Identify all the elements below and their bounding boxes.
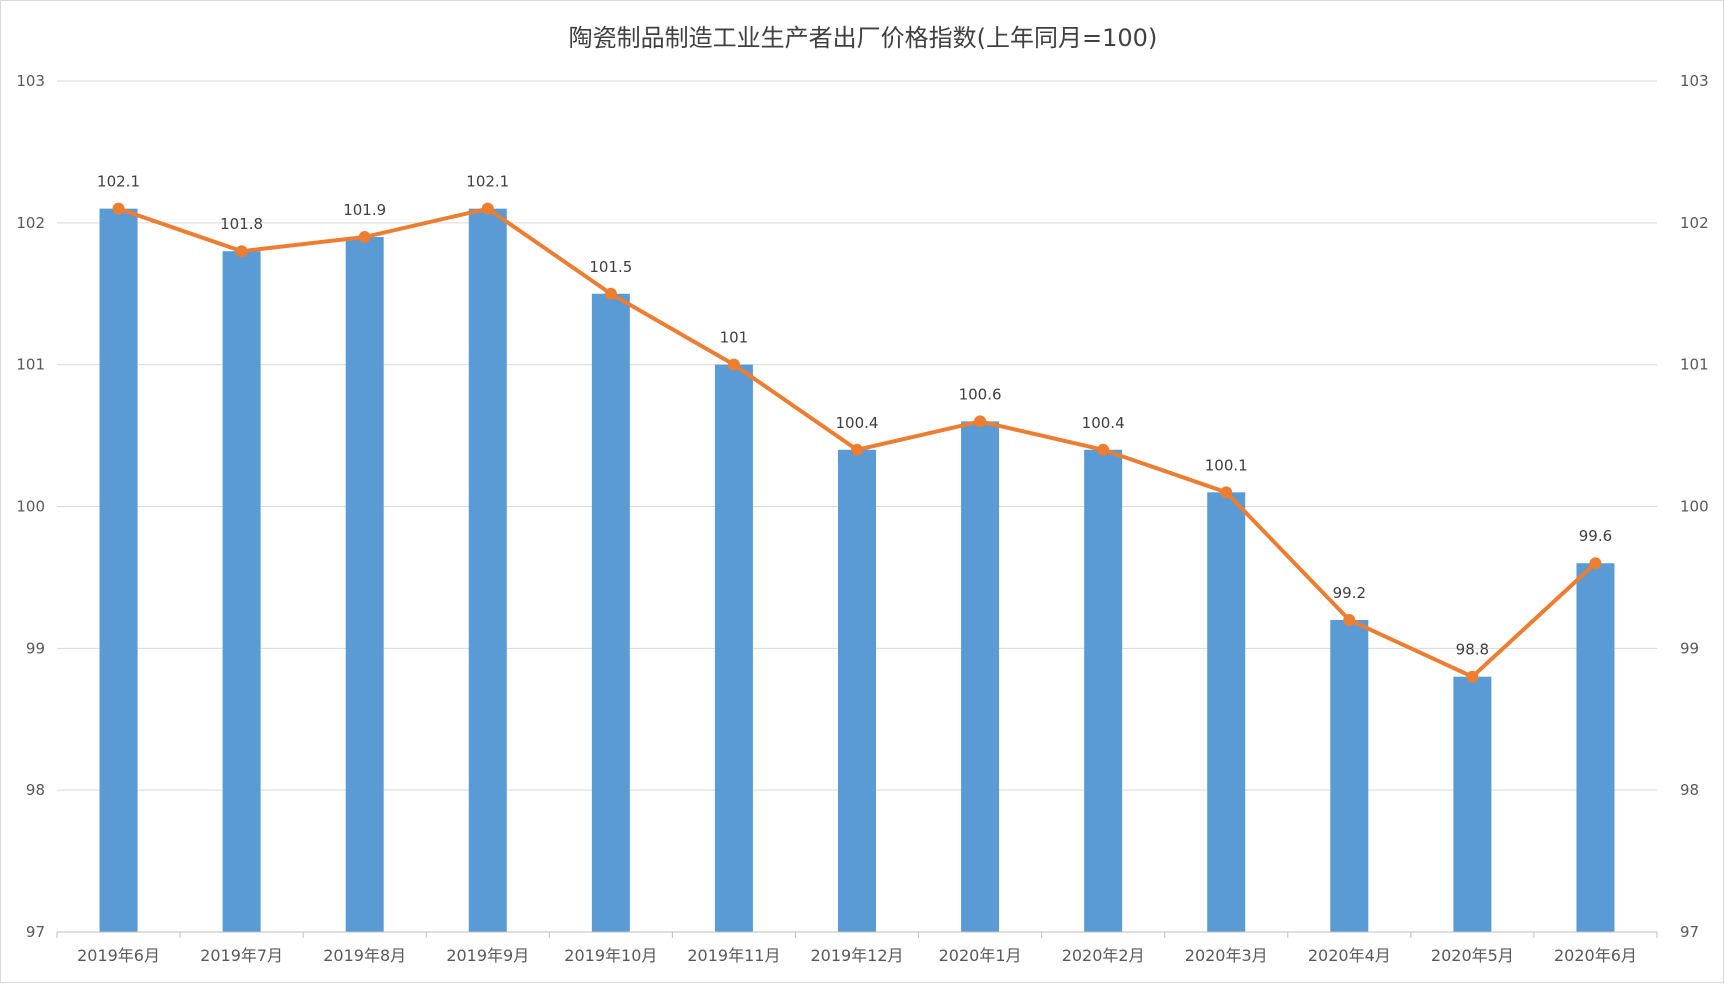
data-label: 101.8 xyxy=(220,215,263,233)
data-label: 102.1 xyxy=(97,173,140,191)
line-point xyxy=(851,443,863,456)
line-point xyxy=(1220,486,1233,499)
data-label: 98.8 xyxy=(1456,641,1489,659)
x-tick-label: 2019年9月 xyxy=(446,946,529,965)
bar xyxy=(1576,563,1615,932)
secondary-y-tick-label: 99 xyxy=(1680,639,1699,657)
chart-title: 陶瓷制品制造工业生产者出厂价格指数(上年同月=100) xyxy=(569,24,1158,52)
bar xyxy=(838,449,876,932)
line-point xyxy=(235,245,248,258)
bar xyxy=(468,208,507,932)
y-tick-label: 98 xyxy=(26,781,45,799)
x-tick-label: 2019年6月 xyxy=(77,946,160,965)
line-point xyxy=(727,358,740,371)
line-series xyxy=(112,202,1602,683)
secondary-y-tick-label: 100 xyxy=(1680,498,1709,516)
x-tick-label: 2020年6月 xyxy=(1554,946,1637,965)
data-label: 101 xyxy=(720,329,749,347)
data-labels: 102.1 101.8 101.9 102.1 101.5 101 100.4 100.6 10… xyxy=(97,173,1612,659)
bar xyxy=(222,251,261,932)
y-tick-label: 100 xyxy=(16,498,45,516)
line-point xyxy=(1589,557,1602,570)
line-point xyxy=(112,202,125,215)
data-label: 100.4 xyxy=(836,414,879,432)
data-label: 99.6 xyxy=(1579,527,1612,545)
secondary-y-tick-label: 97 xyxy=(1680,923,1699,941)
x-tick-label: 2019年12月 xyxy=(810,946,903,965)
x-tick-label: 2019年10月 xyxy=(564,946,657,965)
secondary-y-tick-label: 101 xyxy=(1680,356,1709,374)
left-y-axis: 97 98 99 100 101 102 103 xyxy=(16,72,45,941)
line-point xyxy=(481,202,494,215)
bar xyxy=(591,293,630,932)
right-y-axis: 97 98 99 100 101 102 103 xyxy=(1680,72,1709,941)
line-point xyxy=(974,415,987,428)
line-point xyxy=(604,287,617,300)
y-tick-label: 103 xyxy=(16,72,45,90)
y-tick-label: 101 xyxy=(16,356,45,374)
data-label: 99.2 xyxy=(1333,584,1366,602)
bar xyxy=(99,208,138,932)
x-tick-label: 2020年5月 xyxy=(1431,946,1514,965)
data-label: 100.4 xyxy=(1082,414,1125,432)
secondary-y-tick-label: 102 xyxy=(1680,214,1709,232)
x-tick-label: 2020年3月 xyxy=(1185,946,1268,965)
line-point xyxy=(1466,670,1479,683)
bar xyxy=(1330,619,1369,932)
line-point xyxy=(1097,443,1110,456)
x-tick-label: 2019年7月 xyxy=(200,946,283,965)
x-tick-label: 2019年11月 xyxy=(687,946,780,965)
x-tick-label: 2020年2月 xyxy=(1062,946,1145,965)
data-label: 101.9 xyxy=(343,201,386,219)
secondary-y-tick-label: 103 xyxy=(1680,72,1709,90)
x-axis: 2019年6月 2019年7月 2019年8月 2019年9月 2019年10月 2019… xyxy=(56,931,1658,965)
x-tick-label: 2020年4月 xyxy=(1308,946,1391,965)
line-point xyxy=(1343,613,1356,626)
x-tick-label: 2020年1月 xyxy=(939,946,1022,965)
line-point xyxy=(358,231,371,244)
y-tick-label: 97 xyxy=(26,923,45,941)
y-tick-label: 99 xyxy=(26,639,45,657)
bar xyxy=(961,421,1000,932)
data-label: 102.1 xyxy=(466,173,509,191)
data-label: 100.6 xyxy=(959,385,1002,403)
bar xyxy=(714,364,753,933)
bar xyxy=(1084,449,1123,932)
data-label: 100.1 xyxy=(1205,456,1248,474)
bar xyxy=(1207,492,1246,932)
data-label: 101.5 xyxy=(589,258,632,276)
y-tick-label: 102 xyxy=(16,214,45,232)
bar-series xyxy=(99,208,1615,933)
bar xyxy=(1453,676,1492,932)
x-tick-label: 2019年8月 xyxy=(323,946,406,965)
bar xyxy=(345,237,384,932)
secondary-y-tick-label: 98 xyxy=(1680,781,1699,799)
